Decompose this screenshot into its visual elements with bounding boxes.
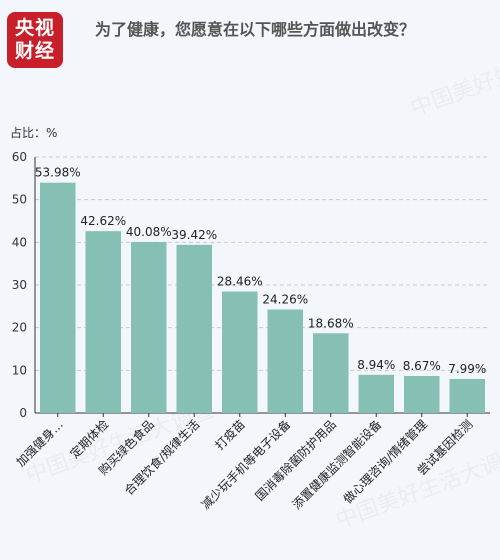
- bar: [449, 378, 485, 413]
- y-tick-label: 60: [12, 150, 27, 164]
- x-tick-label: 合理饮食/规律生活: [121, 417, 202, 498]
- bar-value-label: 7.99%: [448, 362, 486, 376]
- bar-value-label: 28.46%: [217, 275, 263, 289]
- y-tick-label: 50: [12, 193, 27, 207]
- bar-value-label: 24.26%: [262, 292, 308, 306]
- y-axis-unit-label: 占比：%: [10, 126, 58, 140]
- x-tick-label: 添置健康监测智能设备: [289, 417, 384, 512]
- y-tick-label: 10: [12, 363, 27, 377]
- y-tick-label: 40: [12, 235, 27, 249]
- bar: [313, 333, 349, 413]
- logo-line-1: 央视: [14, 17, 55, 39]
- bar: [222, 291, 258, 413]
- x-tick-label: 做心理咨询/情绪管理: [340, 417, 430, 507]
- bar-value-label: 42.62%: [80, 214, 126, 228]
- x-tick-label: 定期体检: [67, 417, 112, 462]
- bar: [131, 241, 167, 413]
- logo-line-2: 财经: [14, 40, 55, 62]
- bar: [40, 182, 76, 413]
- y-tick-label: 0: [19, 406, 27, 420]
- bar: [404, 376, 440, 413]
- bar-value-label: 18.68%: [308, 316, 354, 330]
- x-tick-label: 打疫苗: [212, 417, 248, 453]
- cctv-finance-logo: 央视 财经: [7, 12, 63, 68]
- x-tick-label: 加强健身…: [13, 417, 66, 470]
- bar-value-label: 39.42%: [171, 228, 217, 242]
- bar-value-label: 8.94%: [357, 358, 395, 372]
- bar: [267, 309, 303, 413]
- y-tick-label: 20: [12, 321, 27, 335]
- y-tick-label: 30: [12, 278, 27, 292]
- x-tick-label: 国消毒除菌防护用品: [252, 417, 339, 504]
- bar-value-label: 53.98%: [35, 166, 81, 180]
- bar: [358, 374, 394, 413]
- chart-title: 为了健康，您愿意在以下哪些方面做出改变？: [95, 20, 416, 39]
- bar-value-label: 40.08%: [126, 225, 172, 239]
- x-tick-label: 减少玩手机等电子设备: [199, 417, 294, 512]
- bar-value-label: 8.67%: [403, 359, 441, 373]
- bar: [176, 244, 212, 413]
- bar: [85, 231, 121, 413]
